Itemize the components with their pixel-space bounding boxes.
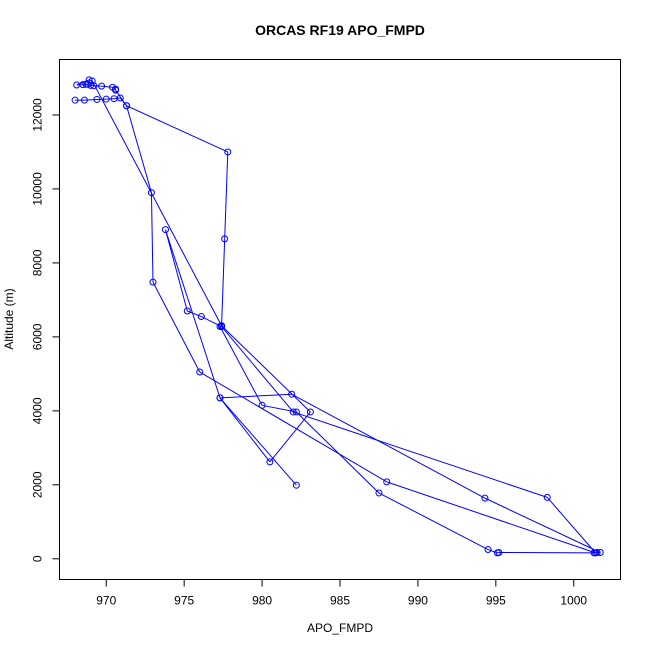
series-line-segment <box>126 105 152 193</box>
x-tick-label: 970 <box>96 594 116 608</box>
series-line-segment <box>152 281 201 373</box>
data-point <box>88 77 96 85</box>
y-tick-label: 8000 <box>31 249 45 276</box>
x-axis-title: APO_FMPD <box>307 621 373 635</box>
y-tick-label: 2000 <box>31 471 45 498</box>
series-line-segment <box>221 238 226 326</box>
data-point <box>288 390 296 398</box>
series-line-segment <box>201 316 222 327</box>
series-line-segment <box>261 404 297 413</box>
series-line-segment <box>221 325 311 413</box>
x-tick-label: 995 <box>486 594 506 608</box>
data-point <box>98 82 106 90</box>
series-line-segment <box>386 481 596 554</box>
chart-title: ORCAS RF19 APO_FMPD <box>255 22 425 38</box>
series-line-segment <box>219 326 263 406</box>
data-point <box>484 546 492 554</box>
x-axis: 970 975 980 985 990 995 1000 <box>96 579 587 608</box>
y-tick-label: 6000 <box>31 323 45 350</box>
series-line-segment <box>293 411 548 498</box>
series-line-segment <box>164 229 221 399</box>
y-tick-label: 0 <box>31 555 45 562</box>
x-tick-label: 990 <box>408 594 428 608</box>
data-point <box>383 478 391 486</box>
series-line-segment <box>199 371 388 483</box>
y-axis: 0 2000 4000 6000 8000 10000 12000 <box>31 98 60 562</box>
series-line-segment <box>378 492 489 550</box>
data-point <box>147 189 155 197</box>
series-lines <box>75 79 601 554</box>
data-point <box>596 549 604 557</box>
data-point <box>197 313 205 321</box>
data-point <box>543 493 551 501</box>
y-tick-label: 10000 <box>31 172 45 206</box>
series-line-segment <box>219 393 292 399</box>
data-point <box>258 401 266 409</box>
data-point <box>90 82 98 90</box>
data-point <box>592 549 600 557</box>
x-tick-label: 975 <box>174 594 194 608</box>
series-line-segment <box>126 105 229 153</box>
data-point <box>85 76 93 84</box>
data-point <box>306 408 314 416</box>
series-line-segment <box>76 79 90 86</box>
data-point <box>375 489 383 497</box>
series-line-segment <box>219 397 297 486</box>
x-tick-label: 1000 <box>560 594 587 608</box>
data-point <box>266 458 274 466</box>
series-line-segment <box>224 151 229 239</box>
series-line-segment <box>164 229 188 312</box>
data-point <box>73 81 81 89</box>
data-point <box>71 96 79 104</box>
series-line-segment <box>84 98 97 101</box>
y-tick-label: 12000 <box>31 98 45 132</box>
series-line-segment <box>150 192 154 283</box>
data-point <box>108 83 116 91</box>
data-point <box>80 96 88 104</box>
plot-frame <box>59 59 621 580</box>
x-tick-label: 985 <box>330 594 350 608</box>
data-point <box>224 148 232 156</box>
data-point <box>495 549 503 557</box>
series-line-segment <box>221 326 294 413</box>
data-point <box>218 322 226 330</box>
data-point <box>221 235 229 243</box>
data-point <box>93 95 101 103</box>
series-line-segment <box>291 393 486 499</box>
data-point <box>116 94 124 102</box>
y-tick-label: 4000 <box>31 397 45 424</box>
data-point <box>102 95 110 103</box>
data-point <box>292 481 300 489</box>
data-point <box>161 226 169 234</box>
data-point <box>196 368 204 376</box>
series-line-segment <box>101 85 113 88</box>
series-line-segment <box>546 497 596 554</box>
data-point <box>123 102 131 110</box>
y-axis-title: Altitude (m) <box>2 288 16 349</box>
data-point <box>292 408 300 416</box>
data-point <box>149 278 157 286</box>
x-tick-label: 980 <box>252 594 272 608</box>
series-points <box>71 76 604 557</box>
series-line-segment <box>484 497 601 553</box>
data-point <box>183 307 191 315</box>
series-line-segment <box>187 310 202 318</box>
series-line-segment <box>219 397 271 463</box>
series-line-segment <box>269 411 311 463</box>
data-point <box>289 408 297 416</box>
data-point <box>481 494 489 502</box>
series-line-segment <box>91 80 223 327</box>
data-point <box>216 394 224 402</box>
